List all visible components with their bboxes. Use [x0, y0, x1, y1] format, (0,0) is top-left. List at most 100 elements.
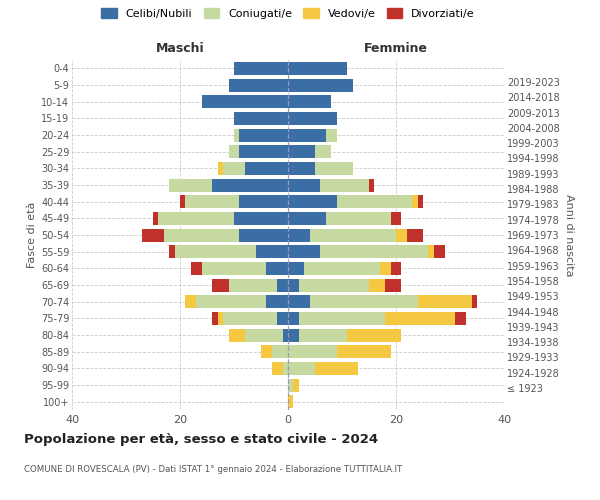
Bar	[223, 162, 245, 175]
Bar	[180, 195, 185, 208]
Bar	[158, 212, 234, 225]
Bar	[380, 262, 391, 275]
Bar	[272, 345, 288, 358]
Bar	[288, 212, 326, 225]
Bar	[418, 295, 472, 308]
Bar	[299, 328, 347, 342]
Bar	[245, 162, 288, 175]
Bar	[472, 295, 477, 308]
Y-axis label: Fasce di età: Fasce di età	[26, 202, 37, 268]
Bar	[288, 362, 315, 375]
Bar	[256, 245, 288, 258]
Bar	[428, 245, 434, 258]
Legend: Celibi/Nubili, Coniugati/e, Vedovi/e, Divorziati/e: Celibi/Nubili, Coniugati/e, Vedovi/e, Di…	[101, 8, 475, 19]
Bar	[277, 278, 288, 291]
Bar	[396, 228, 407, 241]
Bar	[337, 195, 412, 208]
Bar	[385, 278, 401, 291]
Bar	[169, 245, 175, 258]
Bar	[229, 78, 288, 92]
Bar	[293, 378, 299, 392]
Bar	[288, 78, 353, 92]
Bar	[288, 295, 310, 308]
Bar	[315, 145, 331, 158]
Bar	[234, 112, 288, 125]
Bar	[288, 262, 304, 275]
Bar	[391, 212, 401, 225]
Bar	[212, 312, 218, 325]
Text: Maschi: Maschi	[155, 42, 205, 55]
Bar	[169, 178, 212, 192]
Bar	[299, 312, 385, 325]
Bar	[261, 345, 272, 358]
Bar	[288, 62, 347, 75]
Bar	[239, 128, 288, 141]
Bar	[234, 212, 288, 225]
Bar	[185, 295, 196, 308]
Bar	[191, 262, 202, 275]
Bar	[320, 245, 428, 258]
Bar	[283, 328, 288, 342]
Bar	[326, 128, 337, 141]
Bar	[212, 278, 229, 291]
Bar	[310, 228, 396, 241]
Bar	[288, 112, 337, 125]
Bar	[347, 328, 401, 342]
Bar	[288, 395, 293, 408]
Bar	[315, 162, 353, 175]
Bar	[239, 145, 288, 158]
Bar	[202, 95, 288, 108]
Bar	[142, 228, 164, 241]
Bar	[164, 228, 239, 241]
Bar	[412, 195, 418, 208]
Bar	[229, 145, 239, 158]
Bar	[266, 262, 288, 275]
Bar	[304, 262, 380, 275]
Bar	[288, 378, 293, 392]
Y-axis label: Anni di nascita: Anni di nascita	[564, 194, 574, 276]
Bar	[175, 245, 256, 258]
Bar	[385, 312, 455, 325]
Bar	[369, 278, 385, 291]
Bar	[229, 328, 245, 342]
Bar	[218, 312, 223, 325]
Bar	[245, 328, 283, 342]
Bar	[288, 128, 326, 141]
Bar	[337, 345, 391, 358]
Bar	[418, 195, 423, 208]
Bar	[283, 362, 288, 375]
Bar	[212, 178, 288, 192]
Bar	[288, 195, 337, 208]
Bar	[277, 312, 288, 325]
Bar	[455, 312, 466, 325]
Bar	[234, 128, 239, 141]
Bar	[320, 178, 369, 192]
Text: Popolazione per età, sesso e stato civile - 2024: Popolazione per età, sesso e stato civil…	[24, 432, 378, 446]
Bar	[407, 228, 423, 241]
Bar	[288, 328, 299, 342]
Bar	[234, 62, 288, 75]
Bar	[288, 245, 320, 258]
Bar	[288, 178, 320, 192]
Bar	[153, 212, 158, 225]
Bar	[299, 278, 369, 291]
Bar	[310, 295, 418, 308]
Bar	[288, 145, 315, 158]
Bar	[391, 262, 401, 275]
Bar	[326, 212, 391, 225]
Bar	[202, 262, 266, 275]
Text: Femmine: Femmine	[364, 42, 428, 55]
Bar	[239, 195, 288, 208]
Bar	[272, 362, 283, 375]
Bar	[185, 195, 239, 208]
Bar	[288, 312, 299, 325]
Bar	[434, 245, 445, 258]
Text: COMUNE DI ROVESCALA (PV) - Dati ISTAT 1° gennaio 2024 - Elaborazione TUTTITALIA.: COMUNE DI ROVESCALA (PV) - Dati ISTAT 1°…	[24, 466, 402, 474]
Bar	[223, 312, 277, 325]
Bar	[288, 228, 310, 241]
Bar	[315, 362, 358, 375]
Bar	[288, 162, 315, 175]
Bar	[288, 95, 331, 108]
Bar	[239, 228, 288, 241]
Bar	[288, 278, 299, 291]
